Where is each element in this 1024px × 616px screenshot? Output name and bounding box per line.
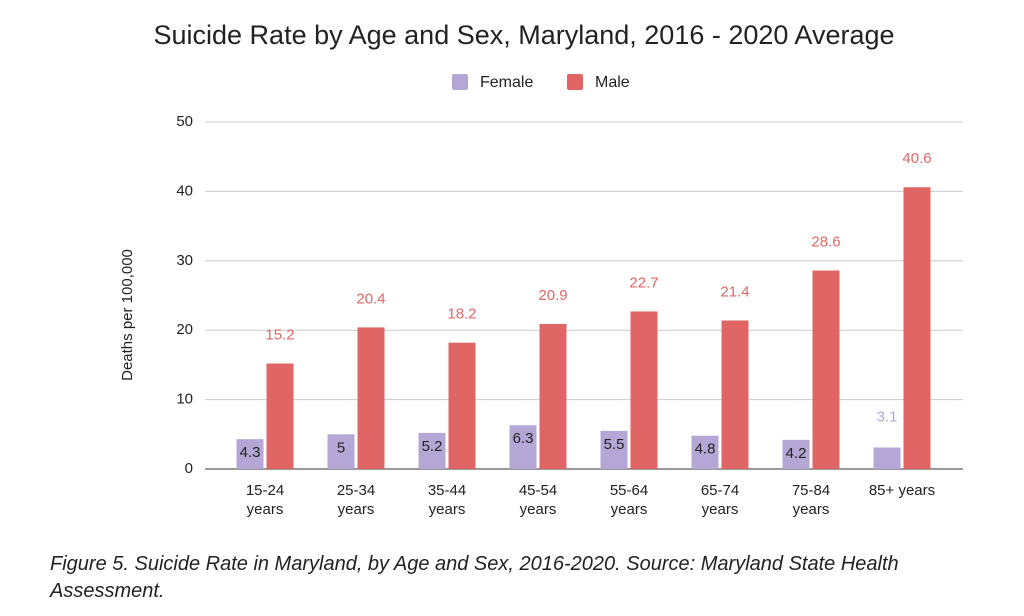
data-label: 5 (337, 439, 345, 456)
legend-swatch (452, 74, 468, 90)
data-label: 15.2 (265, 326, 294, 343)
bar (721, 320, 749, 469)
data-label: 22.7 (629, 274, 658, 291)
y-tick-label: 40 (176, 182, 193, 199)
bar (357, 327, 385, 469)
data-label: 20.9 (538, 287, 567, 304)
y-tick-label: 10 (176, 391, 193, 408)
legend-label: Male (595, 74, 630, 91)
x-tick-label: 35-44 years (427, 482, 467, 518)
bar (266, 363, 294, 469)
bar (509, 425, 537, 469)
chart-title: Suicide Rate by Age and Sex, Maryland, 2… (154, 20, 895, 50)
bar (448, 342, 476, 469)
x-tick-label: 85+ years (868, 482, 936, 499)
caption: Figure 5. Suicide Rate in Maryland, by A… (50, 553, 899, 602)
data-label: 5.5 (604, 436, 625, 453)
bar (600, 430, 628, 469)
legend-label: Female (480, 74, 533, 91)
x-tick-label: 45-54 years (518, 482, 558, 518)
data-label: 4.3 (240, 444, 261, 461)
y-tick-label: 30 (176, 252, 193, 269)
y-axis-label: Deaths per 100,000 (119, 249, 136, 381)
data-label: 6.3 (513, 430, 534, 447)
data-label: 5.2 (422, 438, 443, 455)
bar (539, 323, 567, 469)
x-tick-label: 15-24 years (245, 482, 285, 518)
data-label: 18.2 (447, 306, 476, 323)
x-tick-label: 55-64 years (609, 482, 649, 518)
y-tick-label: 0 (185, 460, 193, 477)
x-tick-label: 75-84 years (791, 482, 831, 518)
bar (630, 311, 658, 469)
bar (812, 270, 840, 469)
data-label: 20.4 (356, 290, 385, 307)
x-tick-label: 25-34 years (336, 482, 376, 518)
bar (782, 439, 810, 469)
bar (691, 435, 719, 469)
data-label: 4.2 (786, 445, 807, 462)
bar (873, 447, 901, 469)
data-label: 40.6 (902, 150, 931, 167)
legend-swatch (567, 74, 583, 90)
data-label: 4.8 (695, 441, 716, 458)
data-label: 3.1 (877, 408, 898, 425)
x-tick-label: 65-74 years (700, 482, 740, 518)
bar (236, 439, 264, 469)
data-label: 28.6 (811, 233, 840, 250)
bar (327, 434, 355, 469)
bar (418, 432, 446, 469)
bar (903, 187, 931, 469)
y-tick-label: 20 (176, 321, 193, 338)
y-tick-label: 50 (176, 113, 193, 130)
data-label: 21.4 (720, 283, 749, 300)
